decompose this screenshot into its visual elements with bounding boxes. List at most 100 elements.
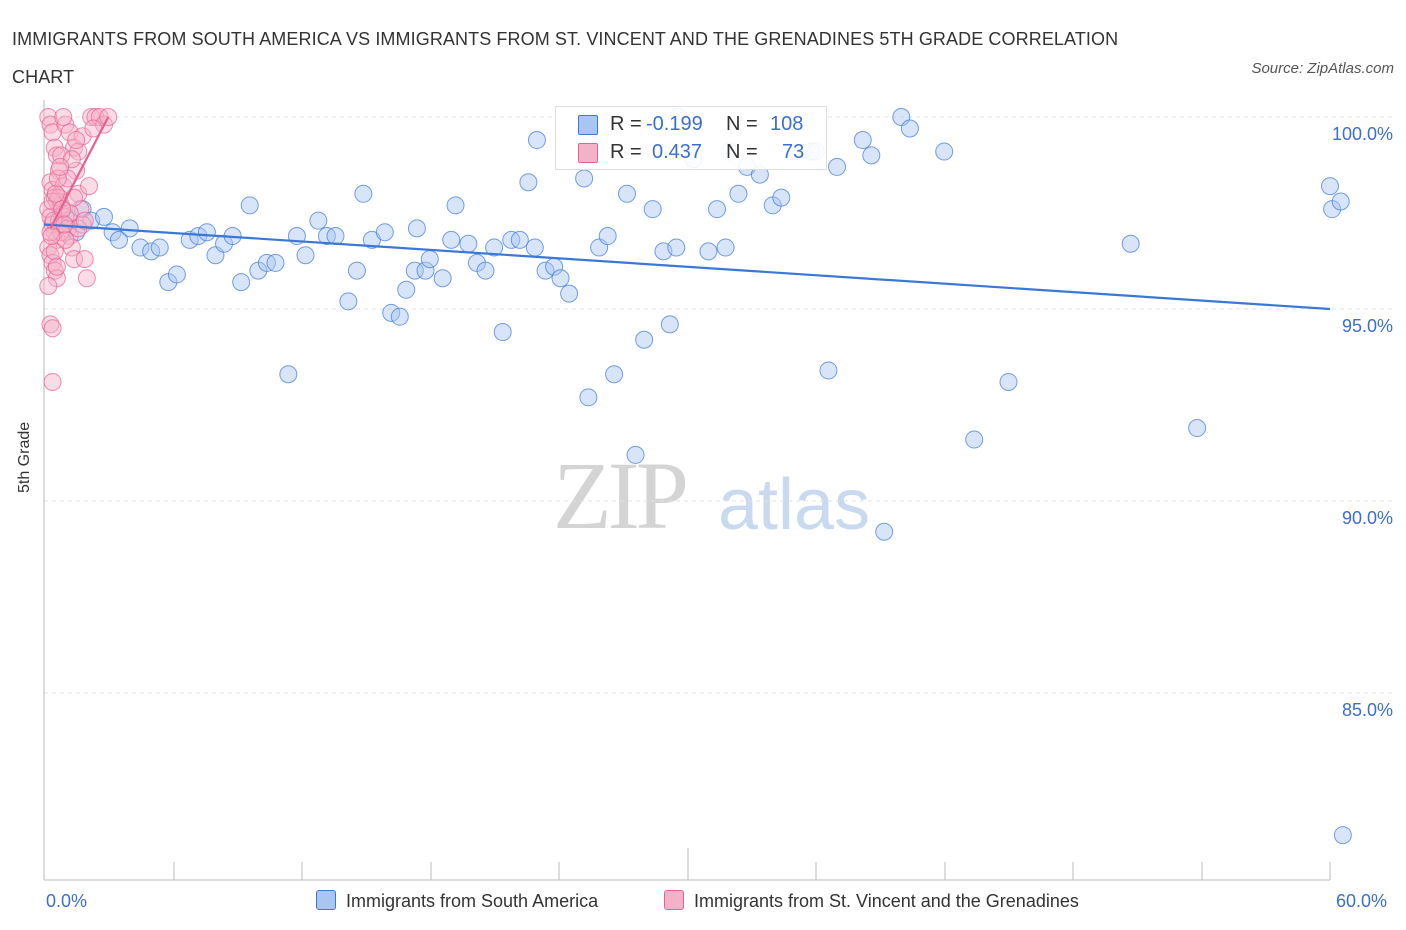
data-point <box>309 211 328 230</box>
data-point <box>65 250 84 269</box>
data-point <box>1321 177 1339 196</box>
data-point <box>772 188 791 207</box>
data-point <box>416 261 435 280</box>
data-point <box>180 230 199 249</box>
data-point <box>729 184 748 203</box>
data-point <box>485 238 504 257</box>
data-point <box>605 365 624 384</box>
data-point <box>699 242 718 261</box>
data-point <box>442 230 461 249</box>
data-point <box>95 207 114 226</box>
data-point <box>48 169 67 188</box>
data-point <box>643 200 662 219</box>
data-point <box>75 211 94 230</box>
data-point <box>80 177 99 196</box>
data-point <box>296 246 315 265</box>
bottom-legend-label-pink: Immigrants from St. Vincent and the Gren… <box>694 891 1079 911</box>
data-point <box>1331 192 1350 211</box>
data-point <box>433 269 452 288</box>
data-point <box>420 250 439 269</box>
data-point <box>999 372 1018 391</box>
data-point <box>120 219 139 238</box>
data-point <box>935 142 954 161</box>
data-point <box>1333 826 1352 845</box>
correlation-legend: R = -0.199 N = 108 R = 0.437 N = 73 <box>555 106 827 170</box>
data-point <box>853 131 872 150</box>
data-point <box>551 269 570 288</box>
axes <box>43 100 1331 881</box>
data-point <box>446 196 465 215</box>
watermark-zip: ZIP <box>553 442 689 549</box>
data-point <box>900 119 919 138</box>
data-point <box>575 169 594 188</box>
watermark-atlas: atlas <box>718 465 871 545</box>
series-south-america <box>52 108 1352 845</box>
data-point <box>71 200 90 219</box>
data-point <box>62 238 81 257</box>
data-point <box>493 323 512 342</box>
data-point <box>347 261 366 280</box>
bottom-legend-swatch-pink <box>664 890 684 910</box>
x-axis-min-label: 0.0% <box>46 891 88 911</box>
data-point <box>51 157 70 176</box>
data-point <box>39 276 58 295</box>
data-point <box>875 522 894 541</box>
data-point <box>197 223 216 242</box>
data-point <box>142 242 161 261</box>
data-point <box>266 253 285 272</box>
y-tick-label: 85.0% <box>1342 700 1393 720</box>
bottom-legend-pink: Immigrants from St. Vincent and the Gren… <box>664 890 1079 914</box>
data-point <box>617 184 636 203</box>
data-point <box>56 230 75 249</box>
data-point <box>626 445 645 464</box>
y-tick-labels: 100.0% 95.0% 90.0% 85.0% <box>1332 124 1393 720</box>
data-point <box>131 238 150 257</box>
data-point <box>660 315 679 334</box>
data-point <box>476 261 495 280</box>
source-text: Source: ZipAtlas.com <box>1251 60 1394 77</box>
data-point <box>635 330 654 349</box>
data-point <box>1188 419 1207 438</box>
data-point <box>339 292 358 311</box>
series-st-vincent <box>39 108 118 391</box>
data-point <box>525 238 544 257</box>
data-point <box>150 238 169 257</box>
data-point <box>527 131 546 150</box>
data-point <box>43 372 62 391</box>
data-point <box>598 227 617 246</box>
data-point <box>240 196 259 215</box>
data-point <box>965 430 984 449</box>
data-point <box>279 365 298 384</box>
data-point <box>46 184 65 203</box>
data-point <box>667 238 686 257</box>
data-point <box>54 108 73 126</box>
data-point <box>579 388 598 407</box>
legend-n-label: N = <box>726 141 758 163</box>
data-point <box>354 184 373 203</box>
data-point <box>77 269 96 288</box>
data-point <box>75 250 94 269</box>
data-point <box>708 200 727 219</box>
data-point <box>67 131 86 150</box>
data-point <box>375 223 394 242</box>
trend-line-blue <box>43 223 1331 311</box>
data-point <box>397 280 416 299</box>
bottom-legend-blue: Immigrants from South America <box>316 890 598 914</box>
x-axis-max-label: 60.0% <box>1336 891 1388 911</box>
data-point <box>510 230 529 249</box>
y-tick-label: 95.0% <box>1342 316 1393 336</box>
data-point <box>819 361 838 380</box>
legend-r-label: R = <box>610 113 642 135</box>
data-point <box>459 234 478 253</box>
data-point <box>110 230 129 249</box>
legend-n-value: 108 <box>770 113 804 135</box>
legend-r-value: 0.437 <box>652 141 703 163</box>
chart-title: IMMIGRANTS FROM SOUTH AMERICA VS IMMIGRA… <box>12 29 1119 87</box>
bottom-legend-swatch-blue <box>316 890 336 910</box>
data-point <box>716 238 735 257</box>
trend-line-pink <box>49 116 110 229</box>
trend-lines <box>43 116 1331 311</box>
data-point <box>47 257 66 276</box>
data-point <box>326 227 345 246</box>
data-point <box>862 146 881 165</box>
